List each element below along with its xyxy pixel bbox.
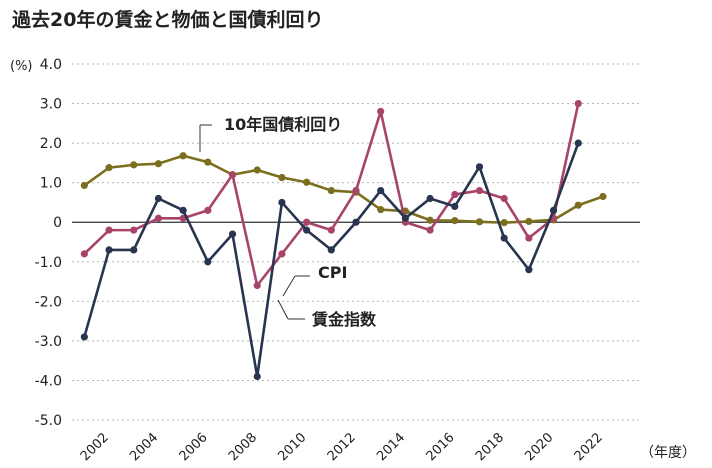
data-point	[204, 258, 212, 266]
x-tick-label: 2008	[226, 430, 260, 464]
data-point	[549, 206, 558, 214]
data-point	[352, 218, 360, 226]
data-point	[105, 164, 113, 172]
data-point	[278, 250, 286, 258]
data-point	[426, 226, 434, 234]
y-tick-label: 0	[53, 215, 62, 231]
series-label: 10年国債利回り	[224, 115, 342, 134]
data-point	[130, 161, 138, 169]
data-point	[327, 226, 335, 234]
label-leader-line	[277, 299, 305, 320]
data-point	[303, 178, 311, 186]
y-tick-label: -3.0	[35, 334, 62, 350]
x-axis-ticks: 2002 2004 2006 2008 2010 2012 2014 2016 2018 2020…	[78, 430, 606, 464]
data-point	[253, 166, 261, 174]
y-tick-label: -4.0	[35, 373, 62, 389]
data-point	[500, 234, 508, 242]
data-point	[130, 246, 138, 254]
data-point	[525, 234, 533, 242]
data-point	[426, 194, 434, 203]
data-point	[253, 281, 261, 290]
data-point	[352, 186, 360, 195]
x-tick-label: 2020	[522, 430, 556, 464]
series-label: 賃金指数	[311, 310, 377, 329]
data-point	[574, 139, 582, 147]
y-tick-label: 1.0	[40, 176, 62, 192]
series-line	[83, 154, 604, 224]
data-point	[80, 333, 88, 341]
data-point	[278, 198, 286, 207]
y-axis-ticks: 4.0 3.0 2.0 1.0 0 -1.0 -2.0 -3.0 -4.0 -5.0	[35, 57, 62, 429]
data-point	[377, 205, 385, 214]
data-point	[426, 216, 434, 224]
label-leader-line	[199, 124, 212, 152]
data-point	[377, 107, 385, 116]
data-point	[327, 246, 335, 254]
data-point	[179, 206, 187, 214]
data-point	[154, 214, 163, 222]
series-labels: 10年国債利回り CPI 賃金指数	[199, 115, 377, 329]
data-point	[105, 226, 113, 234]
data-point	[525, 266, 533, 274]
data-point	[525, 217, 533, 226]
x-tick-label: 2002	[78, 430, 112, 464]
data-point	[500, 219, 508, 227]
data-point	[327, 186, 335, 195]
x-axis-unit-label: （年度）	[640, 445, 696, 461]
data-point	[80, 181, 88, 190]
series-label: CPI	[318, 263, 347, 282]
data-point	[303, 218, 311, 226]
x-tick-label: 2006	[177, 430, 211, 464]
y-tick-label: 2.0	[40, 136, 62, 152]
data-point	[475, 163, 484, 171]
data-point	[599, 192, 607, 201]
data-point	[228, 171, 237, 179]
y-tick-label: 3.0	[40, 97, 62, 113]
data-point	[179, 152, 187, 160]
data-point	[154, 160, 163, 168]
data-point	[80, 250, 88, 258]
data-point	[204, 206, 212, 214]
data-point	[574, 201, 582, 209]
data-point	[130, 226, 138, 234]
data-point	[228, 230, 237, 238]
x-tick-label: 2004	[127, 430, 161, 464]
gridlines	[72, 63, 640, 421]
data-point	[451, 217, 459, 225]
data-point	[154, 194, 163, 203]
x-tick-label: 2010	[275, 430, 309, 464]
y-tick-label: -1.0	[35, 255, 62, 271]
data-point	[451, 190, 459, 199]
data-point	[574, 99, 582, 108]
y-tick-label: -5.0	[35, 413, 62, 429]
x-tick-label: 2014	[374, 430, 408, 464]
data-point	[204, 158, 212, 166]
label-leader-line	[282, 275, 310, 297]
y-tick-label: -2.0	[35, 294, 62, 310]
data-point	[377, 186, 385, 195]
series-group	[80, 99, 607, 381]
data-point	[278, 173, 286, 182]
y-axis-unit-label: (%)	[10, 59, 33, 74]
data-point	[253, 372, 261, 381]
data-point	[500, 194, 508, 203]
data-point	[303, 226, 311, 234]
x-tick-label: 2016	[424, 430, 458, 464]
data-point	[475, 218, 484, 226]
data-point	[451, 202, 459, 210]
series-line	[83, 142, 580, 378]
data-point	[105, 246, 113, 254]
data-point	[475, 186, 484, 195]
data-point	[401, 214, 409, 222]
chart-title: 過去20年の賃金と物価と国債利回り	[12, 8, 323, 31]
y-tick-label: 4.0	[40, 57, 62, 73]
x-tick-label: 2022	[572, 430, 606, 464]
x-tick-label: 2012	[325, 430, 359, 464]
x-tick-label: 2018	[473, 430, 507, 464]
